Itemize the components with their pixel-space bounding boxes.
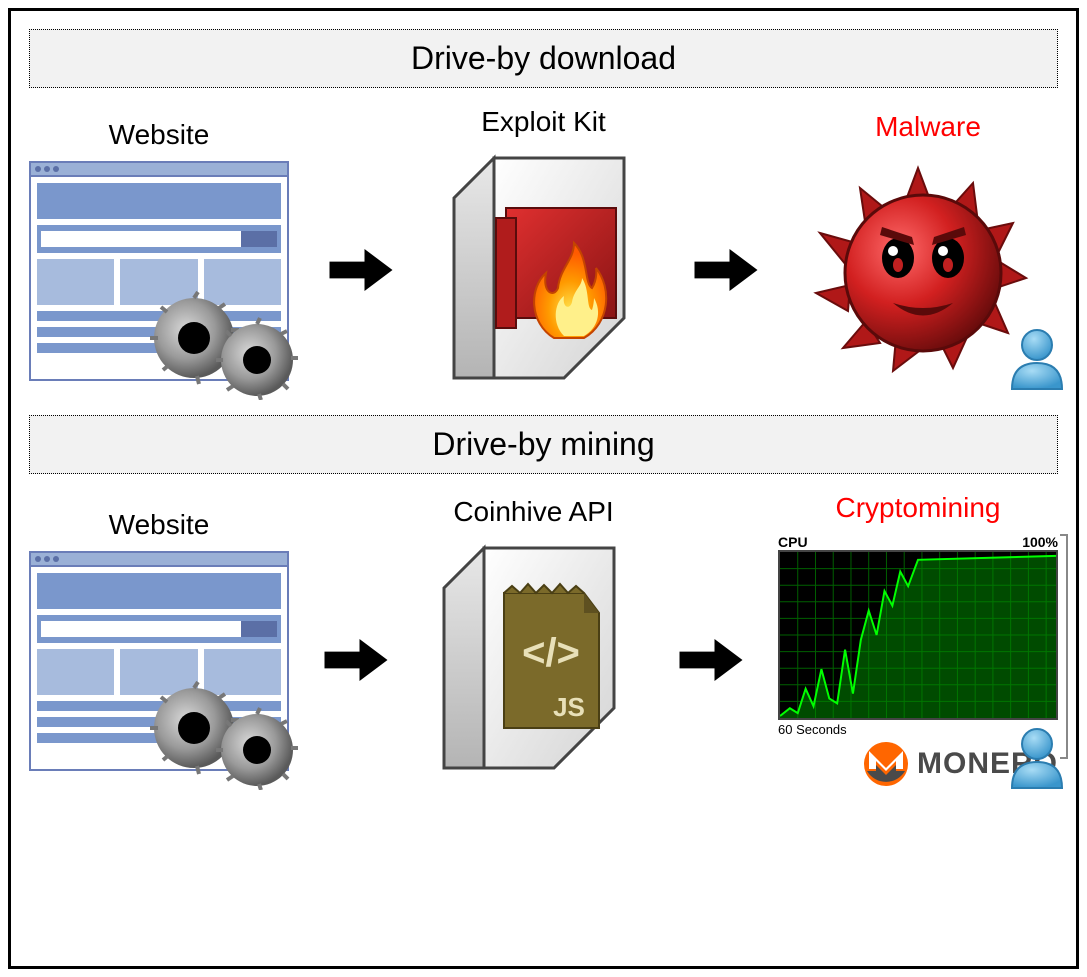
- section-title-download: Drive-by download: [29, 29, 1058, 88]
- cpu-monitor-icon: CPU 100%: [778, 534, 1058, 787]
- svg-text:</>: </>: [522, 631, 580, 675]
- label-malware: Malware: [875, 111, 981, 143]
- step-malware: Malware: [798, 111, 1058, 388]
- website-icon: [29, 551, 289, 771]
- website-icon: [29, 161, 289, 381]
- bullet-holes-icon: [149, 680, 309, 795]
- step-exploitkit: Exploit Kit: [434, 106, 654, 393]
- user-icon: [1002, 323, 1072, 398]
- server-fire-icon: [434, 148, 654, 393]
- arrow-icon: [676, 585, 746, 695]
- step-coinhive: Coinhive API </> JS: [424, 496, 644, 783]
- step-website-2: Website: [29, 509, 289, 771]
- label-website-1: Website: [109, 119, 210, 151]
- cpu-chart: [778, 550, 1058, 720]
- label-cryptomining: Cryptomining: [836, 492, 1001, 524]
- user-icon: [1002, 722, 1072, 797]
- arrow-icon: [326, 195, 396, 305]
- svg-text:JS: JS: [553, 692, 585, 722]
- label-exploitkit: Exploit Kit: [481, 106, 606, 138]
- label-coinhive: Coinhive API: [453, 496, 613, 528]
- diagram-outer: Drive-by download Website: [8, 8, 1079, 969]
- arrow-icon: [321, 585, 391, 695]
- cpu-label-left: CPU: [778, 534, 808, 550]
- arrow-icon: [691, 195, 761, 305]
- section-title-mining: Drive-by mining: [29, 415, 1058, 474]
- row-mining: Website: [29, 492, 1058, 787]
- step-website-1: Website: [29, 119, 289, 381]
- bullet-holes-icon: [149, 290, 309, 405]
- malware-icon: [798, 153, 1058, 388]
- row-download: Website: [29, 106, 1058, 393]
- label-website-2: Website: [109, 509, 210, 541]
- cpu-label-right: 100%: [1022, 534, 1058, 550]
- step-cryptomining: Cryptomining CPU 100%: [778, 492, 1058, 787]
- server-js-icon: </> JS: [424, 538, 644, 783]
